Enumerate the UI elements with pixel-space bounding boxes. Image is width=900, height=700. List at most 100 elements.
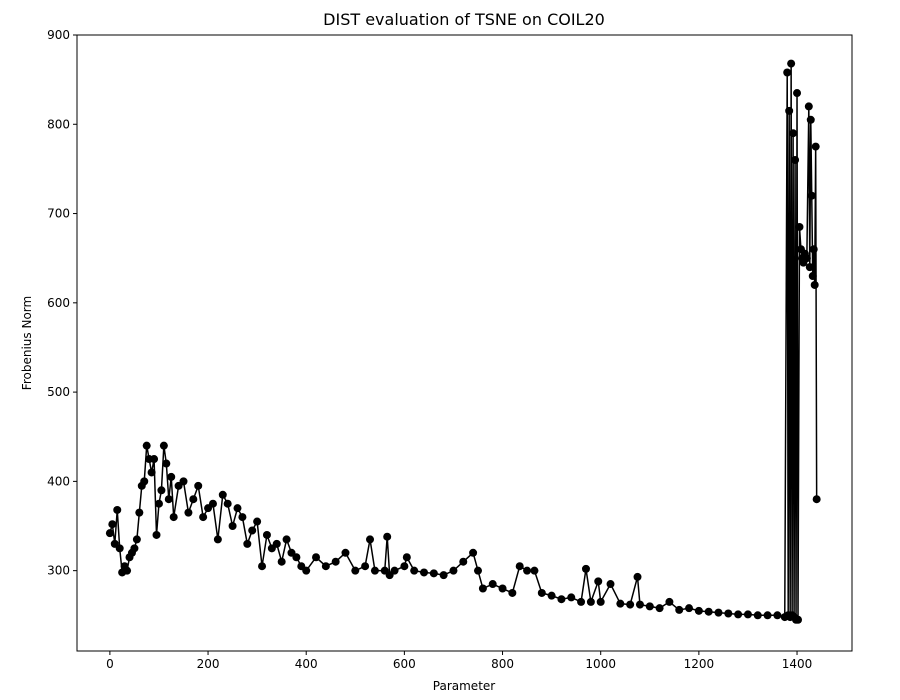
y-axis-label: Frobenius Norm [20,296,34,390]
point [626,600,635,609]
point [262,530,271,539]
point [469,548,478,557]
point [685,604,694,613]
point [537,588,546,597]
point [243,539,252,548]
point [694,606,703,615]
point [248,526,257,535]
point [473,566,482,575]
y-tick-label: 800 [47,117,70,131]
point [164,495,173,504]
point [258,562,267,571]
point [179,477,188,486]
y-tick-label: 900 [47,28,70,42]
point [785,106,794,115]
point [213,535,222,544]
point [169,513,178,522]
point [199,513,208,522]
point [402,553,411,562]
point [321,562,330,571]
point [218,490,227,499]
point [812,495,821,504]
point [581,564,590,573]
point [809,245,818,254]
point [113,505,122,514]
point [331,557,340,566]
point [420,568,429,577]
point [167,472,176,481]
point [753,611,762,620]
point [361,562,370,571]
point [633,572,642,581]
point [635,600,644,609]
point [704,607,713,616]
point [783,68,792,77]
point [282,535,291,544]
y-tick-label: 600 [47,296,70,310]
point [366,535,375,544]
point [150,455,159,464]
point [508,588,517,597]
point [130,544,139,553]
point [105,529,114,538]
point [791,155,800,164]
point [763,611,772,620]
point [547,591,556,600]
plot-frame [76,34,853,652]
y-tick-label: 300 [47,564,70,578]
point [370,566,379,575]
y-tick-label: 700 [47,207,70,221]
point [140,477,149,486]
point [228,522,237,531]
point [795,222,804,231]
point [789,129,798,138]
point [655,604,664,613]
point [135,508,144,517]
point [734,610,743,619]
point [312,553,321,562]
x-tick-label: 400 [295,657,318,671]
point [805,263,814,272]
point [154,499,163,508]
point [577,597,586,606]
point [606,580,615,589]
point [147,468,156,477]
point [189,495,198,504]
point [292,553,301,562]
point [530,566,539,575]
point [277,557,286,566]
point [811,142,820,151]
point [665,597,674,606]
point [794,615,803,624]
point [157,486,166,495]
y-tick-label: 500 [47,385,70,399]
point [152,530,161,539]
point [645,602,654,611]
point [439,571,448,580]
point [142,441,151,450]
point [804,102,813,111]
x-tick-label: 800 [491,657,514,671]
point [223,499,232,508]
point [341,548,350,557]
point [714,608,723,617]
point [383,532,392,541]
point [159,441,168,450]
point [162,459,171,468]
point [390,566,399,575]
point [108,520,117,529]
y-tick-label: 400 [47,474,70,488]
point [115,544,124,553]
point [233,504,242,513]
point [272,539,281,548]
x-axis-label: Parameter [433,679,495,693]
point [807,191,816,200]
x-tick-label: 200 [197,657,220,671]
point [184,508,193,517]
point [478,584,487,593]
point [459,557,468,566]
point [787,59,796,68]
x-tick-label: 0 [106,657,114,671]
